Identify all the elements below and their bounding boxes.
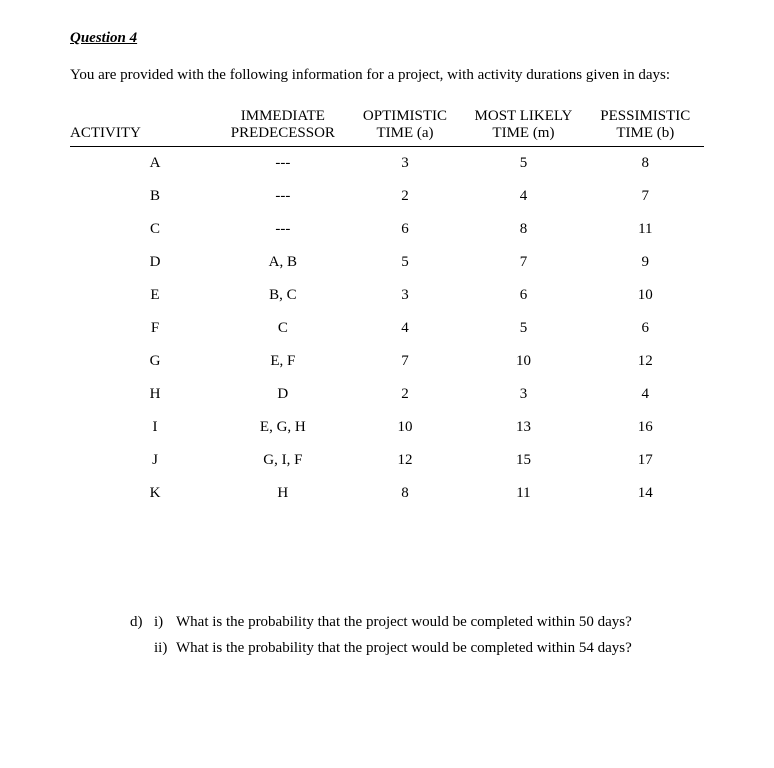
table-row: KH81114 [70, 477, 704, 510]
table-row: FC456 [70, 312, 704, 345]
cell-optimistic: 2 [350, 378, 461, 411]
question-text-ii: What is the probability that the project… [176, 636, 632, 662]
cell-predecessor: E, F [216, 345, 350, 378]
table-row: GE, F71012 [70, 345, 704, 378]
cell-predecessor: --- [216, 180, 350, 213]
cell-pessimistic: 10 [587, 279, 704, 312]
cell-pessimistic: 4 [587, 378, 704, 411]
table-row: B---247 [70, 180, 704, 213]
sub-marker-i: i) [154, 610, 176, 636]
cell-optimistic: 7 [350, 345, 461, 378]
sub-questions: d) i) What is the probability that the p… [70, 610, 704, 661]
cell-activity: J [70, 444, 216, 477]
cell-activity: I [70, 411, 216, 444]
activity-table: ACTIVITY IMMEDIATE PREDECESSOR OPTIMISTI… [70, 106, 704, 510]
cell-most-likely: 6 [460, 279, 586, 312]
col-most-likely: MOST LIKELY TIME (m) [460, 106, 586, 147]
cell-predecessor: --- [216, 147, 350, 181]
part-d-ii: ii) What is the probability that the pro… [130, 636, 704, 662]
intro-text: You are provided with the following info… [70, 65, 704, 86]
cell-most-likely: 13 [460, 411, 586, 444]
cell-optimistic: 3 [350, 147, 461, 181]
cell-pessimistic: 6 [587, 312, 704, 345]
cell-pessimistic: 14 [587, 477, 704, 510]
cell-pessimistic: 7 [587, 180, 704, 213]
cell-activity: K [70, 477, 216, 510]
question-title: Question 4 [70, 30, 704, 47]
table-header-row: ACTIVITY IMMEDIATE PREDECESSOR OPTIMISTI… [70, 106, 704, 147]
col-activity: ACTIVITY [70, 106, 216, 147]
cell-optimistic: 4 [350, 312, 461, 345]
table-row: IE, G, H101316 [70, 411, 704, 444]
cell-predecessor: E, G, H [216, 411, 350, 444]
cell-predecessor: D [216, 378, 350, 411]
cell-most-likely: 5 [460, 312, 586, 345]
table-row: C---6811 [70, 213, 704, 246]
cell-activity: F [70, 312, 216, 345]
cell-activity: E [70, 279, 216, 312]
cell-optimistic: 2 [350, 180, 461, 213]
table-row: DA, B579 [70, 246, 704, 279]
cell-predecessor: A, B [216, 246, 350, 279]
table-row: HD234 [70, 378, 704, 411]
cell-optimistic: 10 [350, 411, 461, 444]
cell-most-likely: 5 [460, 147, 586, 181]
question-text-i: What is the probability that the project… [176, 610, 632, 636]
cell-most-likely: 11 [460, 477, 586, 510]
cell-predecessor: C [216, 312, 350, 345]
page: Question 4 You are provided with the fol… [0, 0, 774, 681]
cell-pessimistic: 17 [587, 444, 704, 477]
cell-predecessor: H [216, 477, 350, 510]
col-optimistic: OPTIMISTIC TIME (a) [350, 106, 461, 147]
cell-activity: H [70, 378, 216, 411]
cell-optimistic: 8 [350, 477, 461, 510]
part-marker: d) [130, 610, 154, 636]
cell-most-likely: 15 [460, 444, 586, 477]
cell-activity: A [70, 147, 216, 181]
cell-activity: C [70, 213, 216, 246]
cell-activity: B [70, 180, 216, 213]
table-row: JG, I, F121517 [70, 444, 704, 477]
cell-optimistic: 3 [350, 279, 461, 312]
col-pessimistic: PESSIMISTIC TIME (b) [587, 106, 704, 147]
cell-optimistic: 5 [350, 246, 461, 279]
cell-most-likely: 8 [460, 213, 586, 246]
cell-pessimistic: 8 [587, 147, 704, 181]
table-row: EB, C3610 [70, 279, 704, 312]
table-row: A---358 [70, 147, 704, 181]
cell-optimistic: 6 [350, 213, 461, 246]
cell-most-likely: 10 [460, 345, 586, 378]
cell-activity: G [70, 345, 216, 378]
cell-activity: D [70, 246, 216, 279]
cell-predecessor: B, C [216, 279, 350, 312]
cell-optimistic: 12 [350, 444, 461, 477]
cell-pessimistic: 12 [587, 345, 704, 378]
cell-most-likely: 3 [460, 378, 586, 411]
cell-predecessor: G, I, F [216, 444, 350, 477]
cell-pessimistic: 11 [587, 213, 704, 246]
sub-marker-ii: ii) [154, 636, 176, 662]
cell-most-likely: 4 [460, 180, 586, 213]
cell-pessimistic: 9 [587, 246, 704, 279]
cell-most-likely: 7 [460, 246, 586, 279]
cell-pessimistic: 16 [587, 411, 704, 444]
col-predecessor: IMMEDIATE PREDECESSOR [216, 106, 350, 147]
cell-predecessor: --- [216, 213, 350, 246]
part-d-i: d) i) What is the probability that the p… [130, 610, 704, 636]
